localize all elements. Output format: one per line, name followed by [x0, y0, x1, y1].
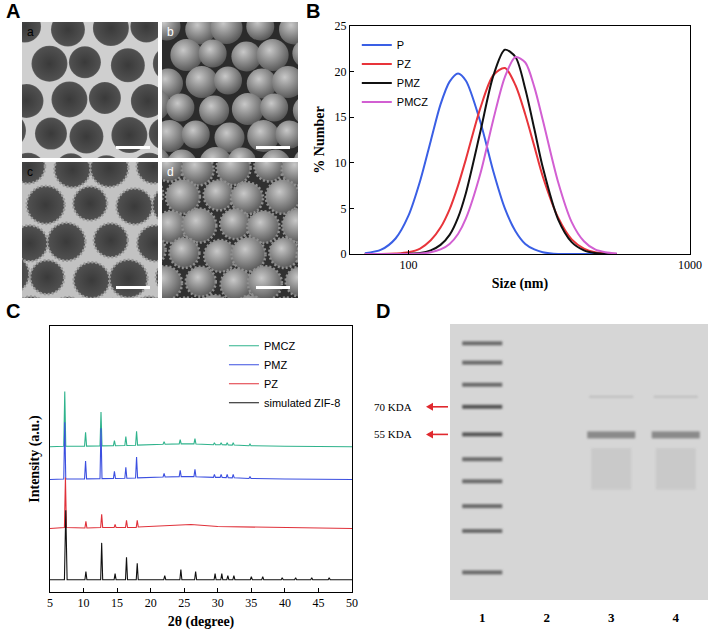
svg-text:PMCZ: PMCZ [264, 340, 295, 352]
svg-text:0: 0 [341, 247, 347, 261]
svg-text:PMCZ: PMCZ [397, 96, 428, 108]
svg-text:30: 30 [212, 596, 224, 610]
svg-text:2θ (degree): 2θ (degree) [168, 614, 235, 630]
svg-text:1: 1 [479, 610, 486, 625]
svg-text:25: 25 [178, 596, 190, 610]
svg-text:% Number: % Number [312, 106, 327, 173]
html-text:D: D [376, 300, 391, 322]
svg-text:3: 3 [608, 610, 615, 625]
svg-text:55 KDA: 55 KDA [374, 428, 412, 440]
html-text:B: B [306, 0, 321, 22]
svg-text:5: 5 [341, 202, 347, 216]
svg-text:b: b [167, 25, 174, 39]
svg-text:PMZ: PMZ [397, 77, 421, 89]
svg-text:2: 2 [544, 610, 551, 625]
svg-text:35: 35 [245, 596, 257, 610]
svg-text:4: 4 [673, 610, 680, 625]
svg-text:25: 25 [335, 19, 347, 33]
svg-text:70 KDA: 70 KDA [374, 401, 412, 413]
svg-text:simulated ZIF-8: simulated ZIF-8 [264, 397, 340, 409]
svg-text:d: d [167, 165, 174, 179]
svg-text:45: 45 [312, 596, 324, 610]
svg-text:1000: 1000 [678, 258, 702, 272]
svg-text:40: 40 [279, 596, 291, 610]
svg-text:5: 5 [47, 596, 53, 610]
svg-text:20: 20 [145, 596, 157, 610]
svg-text:15: 15 [111, 596, 123, 610]
svg-text:50: 50 [346, 596, 358, 610]
svg-text:PMZ: PMZ [264, 359, 288, 371]
svg-text:Size (nm): Size (nm) [492, 276, 549, 292]
svg-text:100: 100 [399, 258, 417, 272]
svg-text:15: 15 [335, 110, 347, 124]
svg-text:10: 10 [335, 156, 347, 170]
svg-text:PZ: PZ [397, 58, 411, 70]
svg-text:c: c [27, 165, 33, 179]
svg-text:PZ: PZ [264, 378, 278, 390]
html-text:C: C [6, 300, 21, 322]
svg-text:P: P [397, 39, 404, 51]
svg-text:Intensity (a.u.): Intensity (a.u.) [27, 415, 43, 503]
svg-text:20: 20 [335, 65, 347, 79]
svg-text:10: 10 [78, 596, 90, 610]
html-text:A: A [6, 0, 21, 22]
svg-text:a: a [27, 25, 34, 39]
